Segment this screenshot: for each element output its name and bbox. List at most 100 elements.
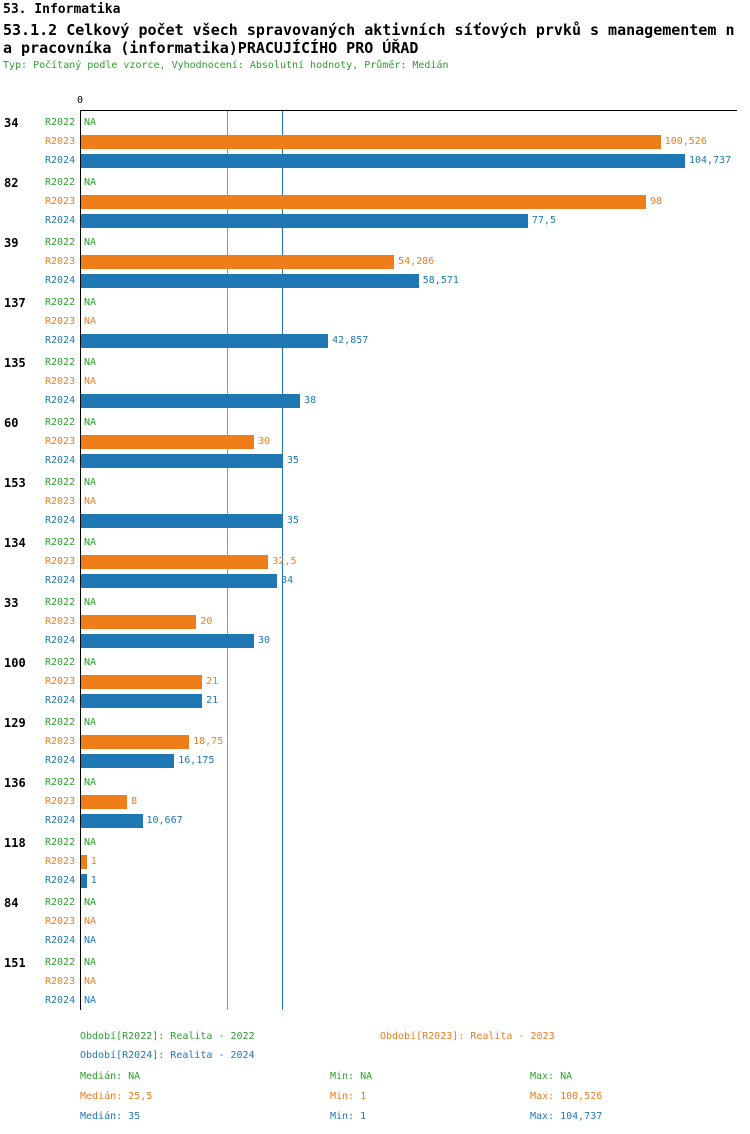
series-label-r2024: R2024 — [45, 215, 76, 226]
bar-r2023 — [81, 255, 395, 269]
group-id-label: 153 — [4, 476, 26, 490]
na-label: NA — [84, 357, 97, 368]
value-label: 104,737 — [689, 155, 732, 166]
bar-r2023 — [81, 615, 197, 629]
value-label: 21 — [206, 676, 219, 687]
series-label-r2024: R2024 — [45, 635, 76, 646]
series-label-r2022: R2022 — [45, 477, 76, 488]
series-label-r2023: R2023 — [45, 736, 76, 747]
stat-max-r2022: Max: NA — [530, 1071, 573, 1082]
na-label: NA — [84, 957, 97, 968]
group-id-label: 134 — [4, 536, 26, 550]
series-label-r2023: R2023 — [45, 256, 76, 267]
series-label-r2024: R2024 — [45, 275, 76, 286]
stat-min-r2023: Min: 1 — [330, 1091, 367, 1102]
series-label-r2022: R2022 — [45, 237, 76, 248]
na-label: NA — [84, 597, 97, 608]
bar-r2023 — [81, 735, 190, 749]
chart-meta: Typ: Počítaný podle vzorce, Vyhodnocení:… — [3, 60, 449, 71]
value-label: 18,75 — [193, 736, 224, 747]
group-id-label: 118 — [4, 836, 26, 850]
series-label-r2024: R2024 — [45, 995, 76, 1006]
na-label: NA — [84, 837, 97, 848]
bar-r2023 — [81, 195, 647, 209]
group-id-label: 129 — [4, 716, 26, 730]
series-label-r2023: R2023 — [45, 556, 76, 567]
series-label-r2023: R2023 — [45, 496, 76, 507]
na-label: NA — [84, 777, 97, 788]
na-label: NA — [84, 496, 97, 507]
series-label-r2022: R2022 — [45, 597, 76, 608]
group-id-label: 84 — [4, 896, 19, 910]
value-label: 21 — [206, 695, 219, 706]
series-label-r2024: R2024 — [45, 575, 76, 586]
series-label-r2022: R2022 — [45, 777, 76, 788]
series-label-r2024: R2024 — [45, 815, 76, 826]
series-label-r2023: R2023 — [45, 976, 76, 987]
y-axis-line — [80, 110, 81, 1010]
group-id-label: 82 — [4, 176, 19, 190]
value-label: 8 — [131, 796, 138, 807]
group-id-label: 135 — [4, 356, 26, 370]
na-label: NA — [84, 376, 97, 387]
bar-r2024 — [81, 514, 283, 528]
value-label: 42,857 — [332, 335, 369, 346]
value-label: 54,286 — [398, 256, 435, 267]
series-label-r2023: R2023 — [45, 436, 76, 447]
stat-median-r2023: Medián: 25,5 — [80, 1091, 153, 1102]
group-id-label: 151 — [4, 956, 26, 970]
group-id-label: 60 — [4, 416, 19, 430]
na-label: NA — [84, 477, 97, 488]
na-label: NA — [84, 117, 97, 128]
series-label-r2022: R2022 — [45, 957, 76, 968]
group-id-label: 137 — [4, 296, 26, 310]
bar-r2023 — [81, 855, 87, 869]
value-label: 20 — [200, 616, 213, 627]
legend-r2022: Období[R2022]: Realita - 2022 — [80, 1031, 255, 1042]
value-label: 35 — [286, 515, 299, 526]
series-label-r2022: R2022 — [45, 417, 76, 428]
series-label-r2022: R2022 — [45, 717, 76, 728]
bar-r2024 — [81, 874, 87, 888]
series-label-r2023: R2023 — [45, 316, 76, 327]
value-label: 100,526 — [664, 136, 707, 147]
bar-r2024 — [81, 814, 143, 828]
na-label: NA — [84, 237, 97, 248]
legend-r2024: Období[R2024]: Realita - 2024 — [80, 1050, 255, 1061]
na-label: NA — [84, 995, 97, 1006]
series-label-r2023: R2023 — [45, 136, 76, 147]
value-label: 32,5 — [272, 556, 297, 567]
stat-min-r2024: Min: 1 — [330, 1111, 367, 1122]
value-label: 34 — [281, 575, 294, 586]
group-id-label: 39 — [4, 236, 19, 250]
group-id-label: 34 — [4, 116, 19, 130]
bar-r2024 — [81, 394, 301, 408]
value-label: 30 — [258, 436, 271, 447]
na-label: NA — [84, 717, 97, 728]
na-label: NA — [84, 297, 97, 308]
bar-r2024 — [81, 694, 203, 708]
series-label-r2024: R2024 — [45, 935, 76, 946]
na-label: NA — [84, 897, 97, 908]
series-label-r2023: R2023 — [45, 196, 76, 207]
na-label: NA — [84, 177, 97, 188]
bar-r2024 — [81, 574, 278, 588]
bar-r2023 — [81, 555, 269, 569]
value-label: 30 — [258, 635, 271, 646]
value-label: 38 — [304, 395, 317, 406]
chart-title-line1: 53.1.2 Celkový počet všech spravovaných … — [3, 21, 735, 39]
series-label-r2023: R2023 — [45, 856, 76, 867]
stat-median-r2024: Medián: 35 — [80, 1111, 141, 1122]
stat-median-r2022: Medián: NA — [80, 1071, 141, 1082]
bar-r2024 — [81, 154, 685, 168]
x-axis-zero-tick: 0 — [76, 95, 84, 106]
chart-title-line2: a pracovníka (informatika)PRACUJÍCÍHO PR… — [3, 39, 419, 57]
series-label-r2023: R2023 — [45, 796, 76, 807]
series-label-r2024: R2024 — [45, 515, 76, 526]
stat-max-r2023: Max: 100,526 — [530, 1091, 603, 1102]
group-id-label: 100 — [4, 656, 26, 670]
median-line-r2024 — [281, 111, 283, 1010]
na-label: NA — [84, 657, 97, 668]
